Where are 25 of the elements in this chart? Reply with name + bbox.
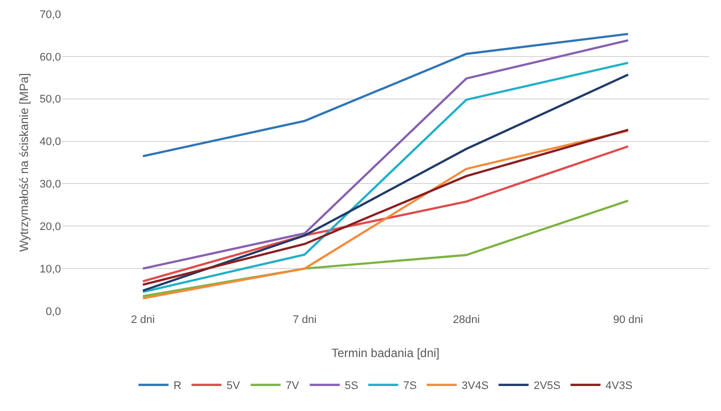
y-tick-label: 0,0: [46, 306, 61, 318]
x-tick-label: 2 dni: [130, 314, 155, 326]
y-tick-label: 50,0: [40, 94, 61, 106]
legend-label: 5S: [344, 380, 358, 392]
x-axis-title: Termin badania [dni]: [331, 346, 440, 360]
legend-label: 7S: [403, 380, 417, 392]
y-tick-label: 70,0: [40, 8, 61, 21]
line-series: [142, 200, 630, 298]
y-axis-title: Wytrzymałość na ściskanie [MPa]: [17, 73, 31, 252]
legend-label: R: [174, 380, 182, 392]
legend-label: 5V: [226, 380, 241, 392]
line-series: [142, 39, 630, 270]
legend-label: 4V3S: [606, 380, 632, 392]
y-tick-label: 60,0: [40, 51, 61, 64]
x-tick-label: 90 dni: [613, 314, 644, 326]
y-tick-label: 10,0: [40, 263, 61, 276]
x-tick-label: 7 dni: [292, 314, 317, 326]
x-tick-label: 28dni: [452, 314, 480, 326]
line-series: [142, 32, 630, 158]
y-tick-label: 40,0: [40, 136, 61, 148]
legend-label: 2V5S: [534, 380, 561, 392]
legend-label: 3V4S: [462, 380, 489, 392]
legend-label: 7V: [286, 380, 300, 392]
y-tick-label: 30,0: [40, 178, 61, 191]
y-tick-label: 20,0: [40, 220, 61, 233]
